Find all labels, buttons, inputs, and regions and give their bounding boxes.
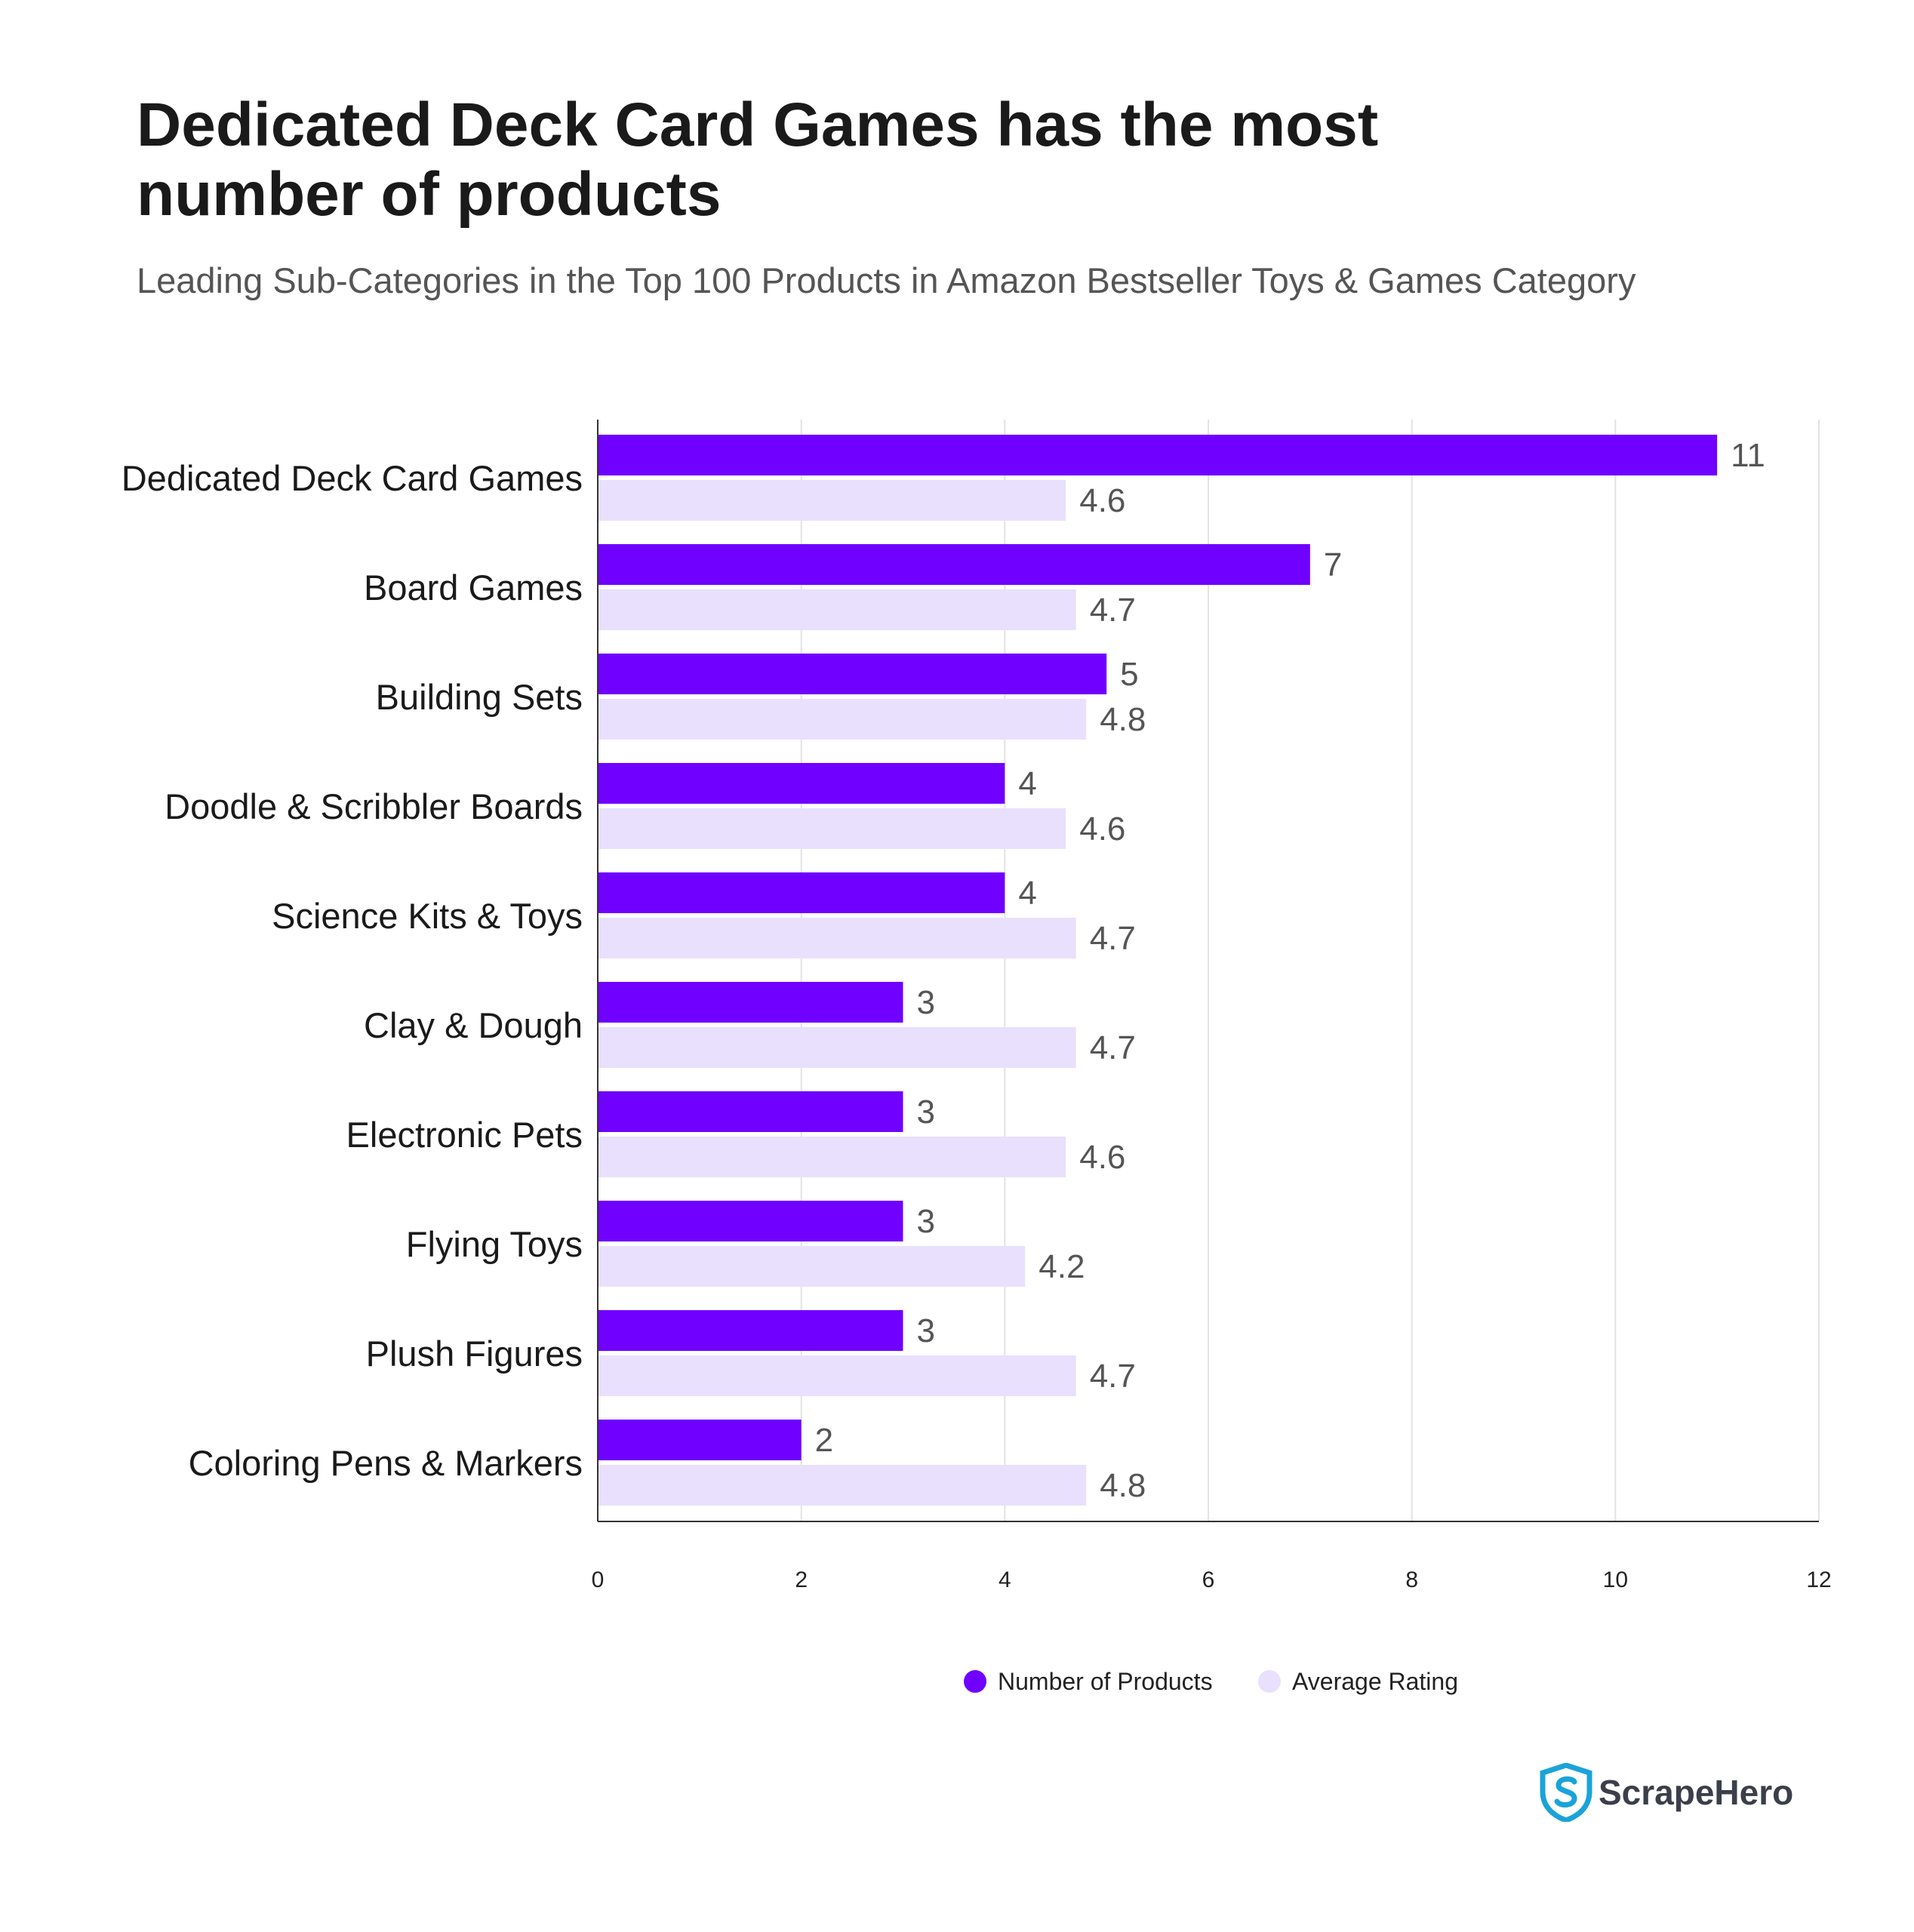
bar-average-rating <box>599 1465 1087 1506</box>
data-label: 2 <box>815 1422 833 1459</box>
category-label: Flying Toys <box>406 1224 583 1264</box>
chart-title: Dedicated Deck Card Games has the most n… <box>137 91 1379 229</box>
category-label: Building Sets <box>376 677 583 717</box>
category-label: Electronic Pets <box>346 1115 583 1155</box>
x-tick-label: 10 <box>1603 1567 1628 1592</box>
bar-average-rating <box>599 918 1076 958</box>
bar-number-of-products <box>599 654 1107 694</box>
chart-subtitle: Leading Sub-Categories in the Top 100 Pr… <box>137 260 1636 300</box>
bar-average-rating <box>599 1027 1076 1068</box>
data-label: 4.6 <box>1079 811 1125 848</box>
bar-number-of-products <box>599 544 1310 585</box>
axes: 0 2 4 6 8 10 12 <box>592 420 1832 1592</box>
bar-number-of-products <box>599 872 1005 913</box>
data-label: 3 <box>917 1312 935 1349</box>
bar-average-rating <box>599 1246 1026 1287</box>
data-label: 7 <box>1324 546 1342 583</box>
data-label: 4.2 <box>1039 1248 1085 1285</box>
shield-s-icon <box>1540 1763 1592 1822</box>
legend-swatch <box>1258 1670 1281 1693</box>
legend-swatch <box>964 1670 986 1693</box>
category-label: Plush Figures <box>366 1334 583 1374</box>
category-label: Doodle & Scribbler Boards <box>165 786 583 826</box>
data-label: 3 <box>917 1094 935 1131</box>
bar-average-rating <box>599 808 1066 849</box>
bar-number-of-products <box>599 1310 903 1351</box>
category-label: Science Kits & Toys <box>272 896 583 936</box>
data-label: 4.6 <box>1079 482 1125 519</box>
brand-name: ScrapeHero <box>1599 1773 1794 1812</box>
bar-average-rating <box>599 699 1087 740</box>
category-label: Dedicated Deck Card Games <box>122 458 583 498</box>
bars <box>599 435 1718 1506</box>
x-tick-label: 4 <box>999 1567 1011 1592</box>
category-label: Board Games <box>364 568 583 608</box>
bar-number-of-products <box>599 982 903 1023</box>
x-tick-label: 0 <box>592 1567 605 1592</box>
data-label: 4.8 <box>1100 1467 1146 1504</box>
data-label: 11 <box>1731 437 1765 474</box>
data-label: 5 <box>1120 656 1138 693</box>
bar-number-of-products <box>599 435 1718 475</box>
bar-number-of-products <box>599 763 1005 804</box>
x-tick-label: 8 <box>1405 1567 1418 1592</box>
bar-number-of-products <box>599 1091 903 1132</box>
data-label: 4 <box>1018 875 1036 912</box>
labels: Dedicated Deck Card Games 11 4.6 Board Game… <box>122 437 1765 1504</box>
bar-average-rating <box>599 480 1066 521</box>
data-label: 4.6 <box>1079 1139 1125 1176</box>
x-tick-label: 12 <box>1806 1567 1831 1592</box>
data-label: 3 <box>917 1203 935 1240</box>
legend-label: Number of Products <box>998 1668 1213 1695</box>
bar-average-rating <box>599 589 1076 630</box>
x-tick-label: 2 <box>795 1567 808 1592</box>
data-label: 4.7 <box>1090 1358 1136 1395</box>
category-label: Clay & Dough <box>364 1005 583 1045</box>
data-label: 4.8 <box>1100 701 1146 738</box>
bar-number-of-products <box>599 1420 802 1460</box>
data-label: 4 <box>1018 765 1036 802</box>
legend: Number of Products Average Rating <box>964 1668 1458 1695</box>
bar-average-rating <box>599 1355 1076 1396</box>
bar-average-rating <box>599 1137 1066 1177</box>
x-tick-label: 6 <box>1202 1567 1215 1592</box>
brand-logo: ScrapeHero <box>1540 1758 1796 1834</box>
bar-number-of-products <box>599 1201 903 1241</box>
data-label: 4.7 <box>1090 592 1136 629</box>
category-label: Coloring Pens & Markers <box>189 1443 583 1483</box>
bar-chart: Dedicated Deck Card Games 11 4.6 Board Game… <box>122 420 1832 1695</box>
data-label: 4.7 <box>1090 1029 1136 1066</box>
data-label: 4.7 <box>1090 920 1136 957</box>
data-label: 3 <box>917 984 935 1021</box>
legend-label: Average Rating <box>1292 1668 1458 1695</box>
